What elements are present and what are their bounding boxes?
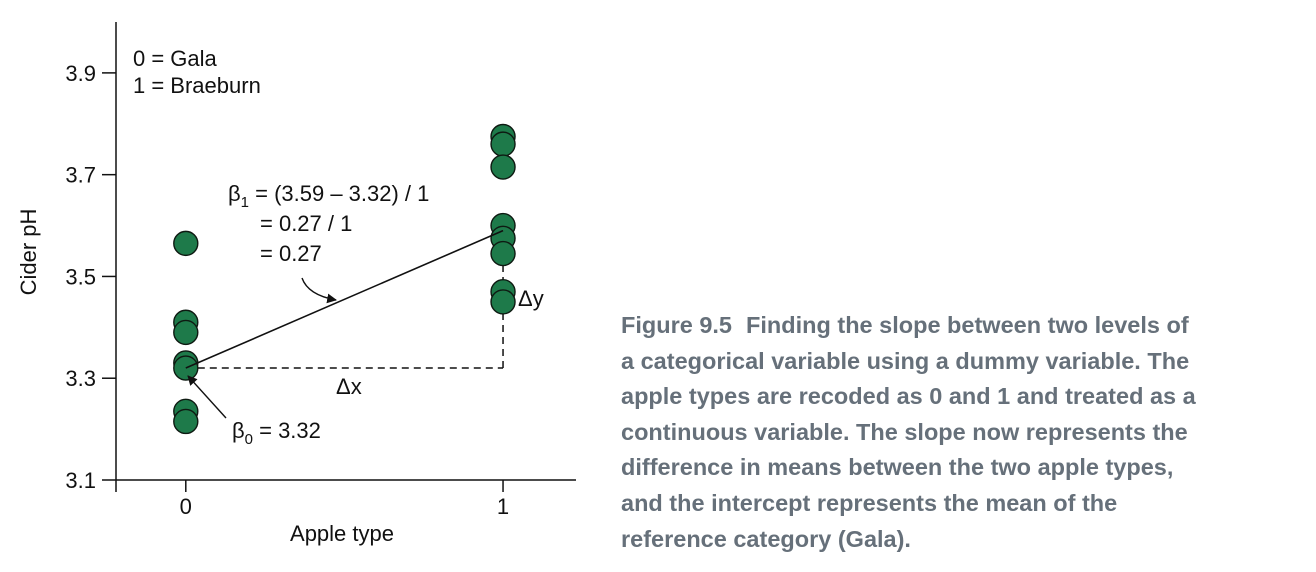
y-tick-label: 3.9 bbox=[65, 61, 96, 86]
y-tick-label: 3.1 bbox=[65, 468, 96, 493]
delta-y-label: Δy bbox=[518, 286, 544, 311]
legend-line-gala: 0 = Gala bbox=[133, 46, 218, 71]
caption-line: continuous variable. The slope now repre… bbox=[621, 418, 1188, 445]
x-tick-label: 1 bbox=[497, 494, 509, 519]
slope-annotation-line-3: = 0.27 bbox=[260, 241, 322, 266]
data-point bbox=[173, 319, 199, 346]
figure-label: Figure 9.5 bbox=[621, 312, 733, 338]
figure-caption: Figure 9.5 Finding the slope between two … bbox=[621, 308, 1311, 557]
caption-line: reference category (Gala). bbox=[621, 525, 911, 552]
data-point bbox=[490, 289, 516, 315]
data-point bbox=[490, 240, 516, 267]
legend-line-braeburn: 1 = Braeburn bbox=[133, 73, 261, 98]
data-point bbox=[173, 230, 199, 257]
intercept-annotation: β0 = 3.32 bbox=[232, 418, 321, 448]
slope-annotation-arrow bbox=[301, 277, 337, 304]
x-tick-label: 0 bbox=[180, 494, 192, 519]
caption-line: difference in means between the two appl… bbox=[621, 454, 1174, 481]
caption-line: a categorical variable using a dummy var… bbox=[621, 347, 1190, 374]
slope-annotation-line-1: β1 = (3.59 – 3.32) / 1 bbox=[228, 181, 429, 211]
caption-line: apple types are recoded as 0 and 1 and t… bbox=[621, 383, 1196, 410]
delta-x-label: Δx bbox=[336, 374, 362, 399]
scatter-plot: 3.1 3.3 3.5 3.7 3.9 0 1 Apple type Cider pH 0… bbox=[16, 22, 576, 546]
y-tick-label: 3.7 bbox=[65, 163, 96, 188]
data-point bbox=[173, 408, 199, 435]
y-tick-label: 3.5 bbox=[65, 264, 96, 289]
y-tick-label: 3.3 bbox=[65, 366, 96, 391]
caption-line: Figure 9.5 Finding the slope between two … bbox=[621, 312, 1189, 338]
x-axis-label: Apple type bbox=[290, 521, 394, 546]
intercept-annotation-arrow bbox=[187, 375, 227, 419]
data-point bbox=[490, 154, 516, 180]
data-point bbox=[490, 131, 516, 157]
regression-line bbox=[185, 229, 504, 369]
caption-line: and the intercept represents the mean of… bbox=[621, 489, 1118, 516]
y-axis-label: Cider pH bbox=[16, 209, 41, 296]
slope-annotation-line-2: = 0.27 / 1 bbox=[260, 211, 352, 236]
